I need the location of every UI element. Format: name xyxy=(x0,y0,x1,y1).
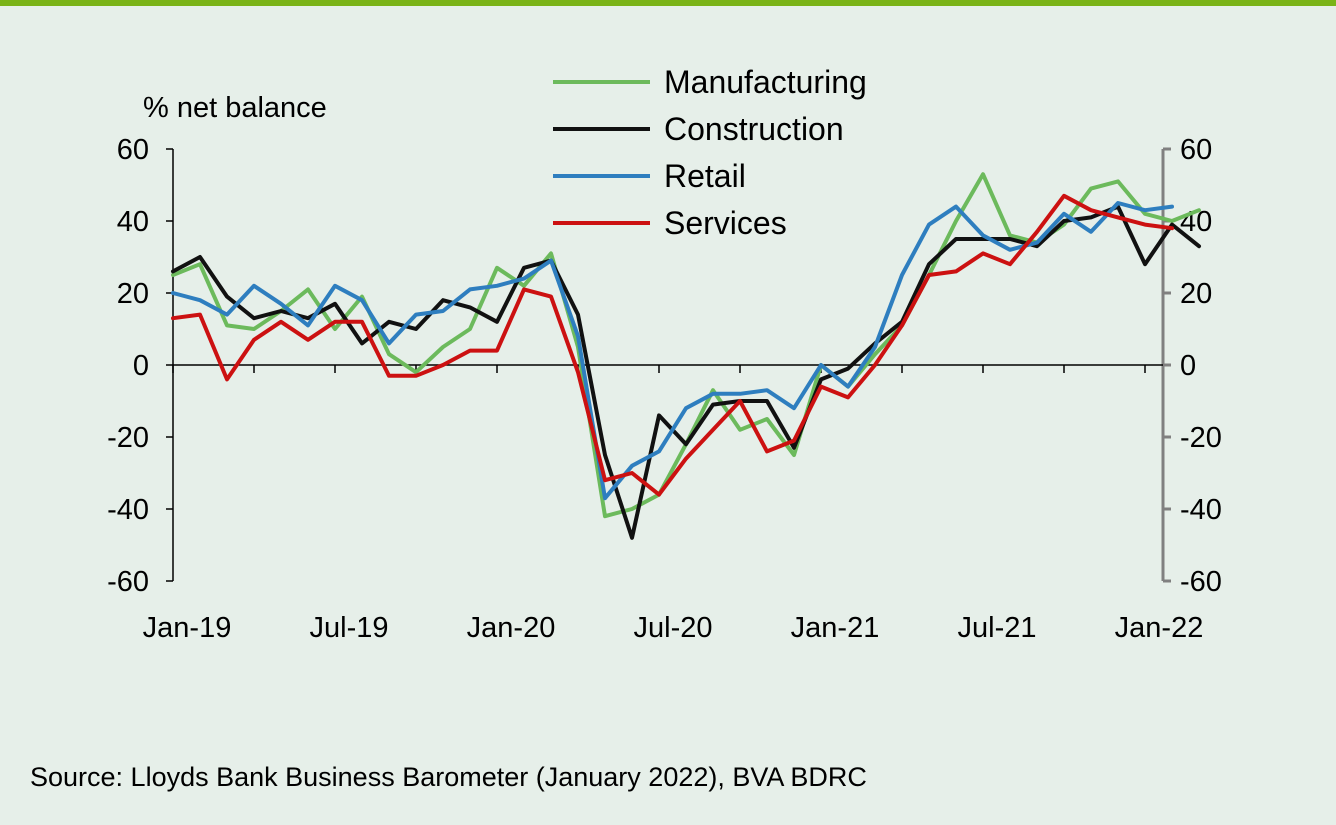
x-tick-label: Jul-20 xyxy=(634,612,713,644)
series-line-retail xyxy=(171,201,1174,501)
x-tick-label: Jul-19 xyxy=(310,612,389,644)
legend-label-retail: Retail xyxy=(664,158,746,194)
right-y-tick-label: -20 xyxy=(1180,422,1222,454)
series-layer xyxy=(171,172,1201,540)
y-axis-unit-label: % net balance xyxy=(143,92,327,124)
x-tick-label: Jan-20 xyxy=(467,612,556,644)
x-tick-label: Jan-22 xyxy=(1115,612,1204,644)
left-y-tick-label: 60 xyxy=(117,134,149,166)
right-y-tick-label: -40 xyxy=(1180,494,1222,526)
right-y-tick-label: -60 xyxy=(1180,566,1222,598)
source-note: Source: Lloyds Bank Business Barometer (… xyxy=(30,762,867,792)
legend: Manufacturing Construction Retail Services xyxy=(553,64,867,241)
series-line-services xyxy=(171,193,1174,497)
left-y-tick-label: -40 xyxy=(107,494,149,526)
top-rule xyxy=(0,0,1336,6)
right-y-tick-label: 0 xyxy=(1180,350,1196,382)
series-line-construction xyxy=(171,204,1201,540)
legend-label-manufacturing: Manufacturing xyxy=(664,64,867,100)
left-y-tick-label: -20 xyxy=(107,422,149,454)
legend-label-services: Services xyxy=(664,205,787,241)
right-y-tick-label: 20 xyxy=(1180,278,1212,310)
left-y-tick-label: 0 xyxy=(133,350,149,382)
x-tick-label: Jan-21 xyxy=(791,612,880,644)
left-y-tick-label: 20 xyxy=(117,278,149,310)
left-y-tick-label: 40 xyxy=(117,206,149,238)
x-tick-label: Jan-19 xyxy=(143,612,232,644)
legend-label-construction: Construction xyxy=(664,111,844,147)
x-tick-label: Jul-21 xyxy=(958,612,1037,644)
left-y-tick-label: -60 xyxy=(107,566,149,598)
right-y-tick-label: 60 xyxy=(1180,134,1212,166)
